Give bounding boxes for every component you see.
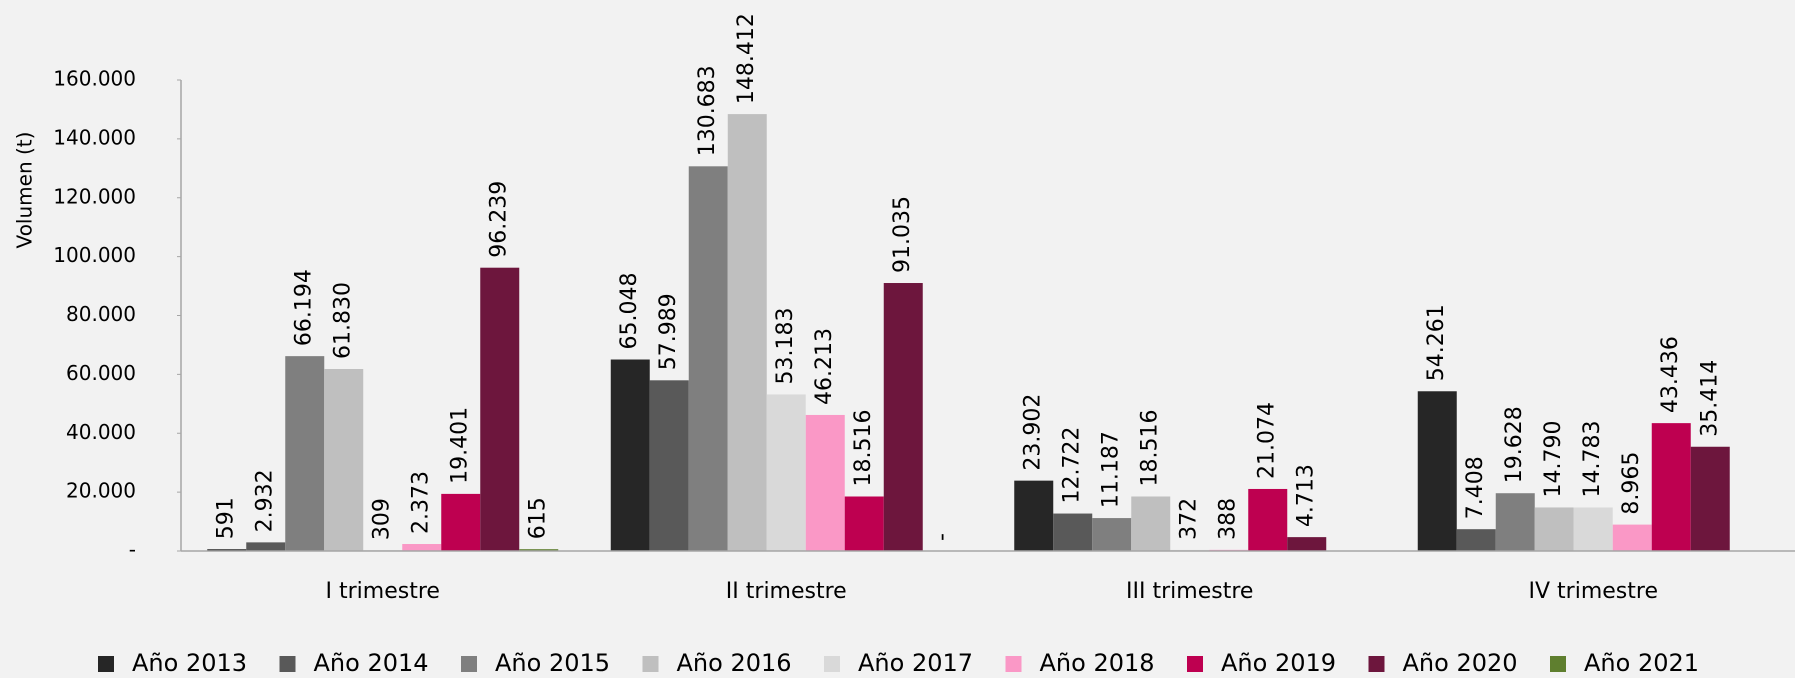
data-label: 21.074 — [1255, 402, 1280, 479]
bar — [441, 493, 481, 551]
legend-label: Año 2016 — [677, 649, 792, 677]
bar — [1248, 488, 1288, 551]
data-label: 8.965 — [1619, 452, 1644, 515]
bar — [207, 549, 247, 551]
data-label: 372 — [1177, 498, 1202, 540]
y-tick-label: - — [129, 538, 136, 562]
data-label: 96.239 — [487, 181, 512, 258]
data-label: - — [929, 533, 954, 541]
bar — [1014, 480, 1054, 551]
legend-label: Año 2021 — [1584, 649, 1699, 677]
data-label: 65.048 — [617, 273, 642, 350]
legend-swatch — [279, 656, 296, 672]
bar — [1131, 496, 1171, 551]
bar — [246, 542, 286, 551]
legend-label: Año 2017 — [858, 649, 973, 677]
x-tick-label: IV trimestre — [1529, 579, 1658, 604]
data-label: 14.783 — [1580, 420, 1605, 497]
legend-swatch — [1368, 656, 1385, 672]
data-label: 2.373 — [409, 471, 434, 534]
legend-label: Año 2013 — [132, 649, 247, 677]
bar — [1287, 537, 1327, 551]
data-label: 12.722 — [1060, 427, 1085, 504]
bar — [1573, 507, 1613, 551]
bar — [883, 283, 923, 551]
bar — [844, 496, 884, 551]
data-label: 2.932 — [253, 469, 278, 532]
legend-label: Año 2015 — [495, 649, 610, 677]
y-tick-label: 140.000 — [53, 125, 136, 149]
bar — [1053, 513, 1093, 551]
y-tick-label: 120.000 — [53, 184, 136, 208]
bar — [1612, 524, 1652, 551]
data-label: 61.830 — [331, 282, 356, 359]
bar — [1417, 391, 1457, 551]
legend-swatch — [824, 656, 840, 672]
bar — [1495, 493, 1535, 551]
y-tick-label: 80.000 — [66, 302, 136, 326]
bar — [805, 414, 845, 551]
data-label: 130.683 — [695, 65, 720, 156]
data-label: 11.187 — [1099, 431, 1124, 508]
y-tick-label: 100.000 — [53, 243, 136, 267]
legend-label: Año 2019 — [1221, 649, 1336, 677]
x-tick-label: I trimestre — [326, 579, 440, 604]
data-label: 7.408 — [1463, 456, 1488, 519]
bar — [688, 166, 728, 551]
legend-label: Año 2018 — [1040, 649, 1155, 677]
legend-swatch — [461, 656, 477, 672]
y-tick-label: 60.000 — [66, 361, 136, 385]
y-axis-label: Volumen (t) — [13, 132, 37, 249]
data-label: 35.414 — [1697, 360, 1722, 437]
data-label: 66.194 — [292, 269, 317, 346]
data-label: 46.213 — [812, 328, 837, 405]
bar — [649, 380, 689, 551]
legend-swatch — [1550, 656, 1566, 672]
x-tick-label: II trimestre — [726, 579, 847, 604]
data-label: 309 — [370, 498, 395, 540]
bar — [1456, 529, 1496, 551]
legend-swatch — [98, 656, 114, 672]
data-label: 43.436 — [1658, 336, 1683, 413]
bar — [324, 368, 364, 551]
legend-label: Año 2014 — [314, 649, 429, 677]
data-label: 615 — [526, 497, 551, 539]
data-label: 18.516 — [1138, 410, 1163, 487]
data-label: 148.412 — [734, 13, 759, 104]
data-label: 388 — [1216, 498, 1241, 540]
data-label: 91.035 — [890, 196, 915, 273]
data-label: 53.183 — [773, 307, 798, 384]
y-tick-label: 160.000 — [53, 67, 136, 91]
x-tick-label: III trimestre — [1126, 579, 1253, 604]
legend-swatch — [1187, 656, 1203, 672]
legend-label: Año 2020 — [1403, 649, 1518, 677]
legend-swatch — [642, 656, 659, 672]
data-label: 19.401 — [448, 407, 473, 484]
y-tick-label: 40.000 — [66, 420, 136, 444]
data-label: 18.516 — [851, 410, 876, 487]
bar — [727, 114, 767, 551]
bar — [519, 549, 559, 551]
y-tick-label: 20.000 — [66, 479, 136, 503]
bar — [1690, 446, 1730, 551]
data-label: 4.713 — [1294, 464, 1319, 527]
data-label: 14.790 — [1541, 420, 1566, 497]
bar — [285, 356, 325, 551]
data-label: 19.628 — [1502, 406, 1527, 483]
data-label: 23.902 — [1021, 394, 1046, 471]
bar — [766, 394, 806, 551]
bar — [1534, 507, 1574, 551]
bar — [1651, 423, 1691, 551]
legend-swatch — [1005, 656, 1022, 672]
data-label: 57.989 — [656, 293, 681, 370]
data-label: 591 — [214, 497, 239, 539]
bar — [610, 359, 650, 551]
data-label: 54.261 — [1424, 304, 1449, 381]
bar — [402, 544, 442, 551]
bar — [1092, 518, 1132, 551]
bar — [480, 267, 520, 551]
